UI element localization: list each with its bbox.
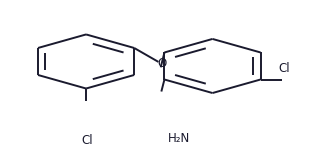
Text: O: O bbox=[157, 57, 166, 70]
Text: Cl: Cl bbox=[82, 134, 94, 147]
Text: H₂N: H₂N bbox=[168, 132, 190, 145]
Text: Cl: Cl bbox=[278, 62, 290, 75]
